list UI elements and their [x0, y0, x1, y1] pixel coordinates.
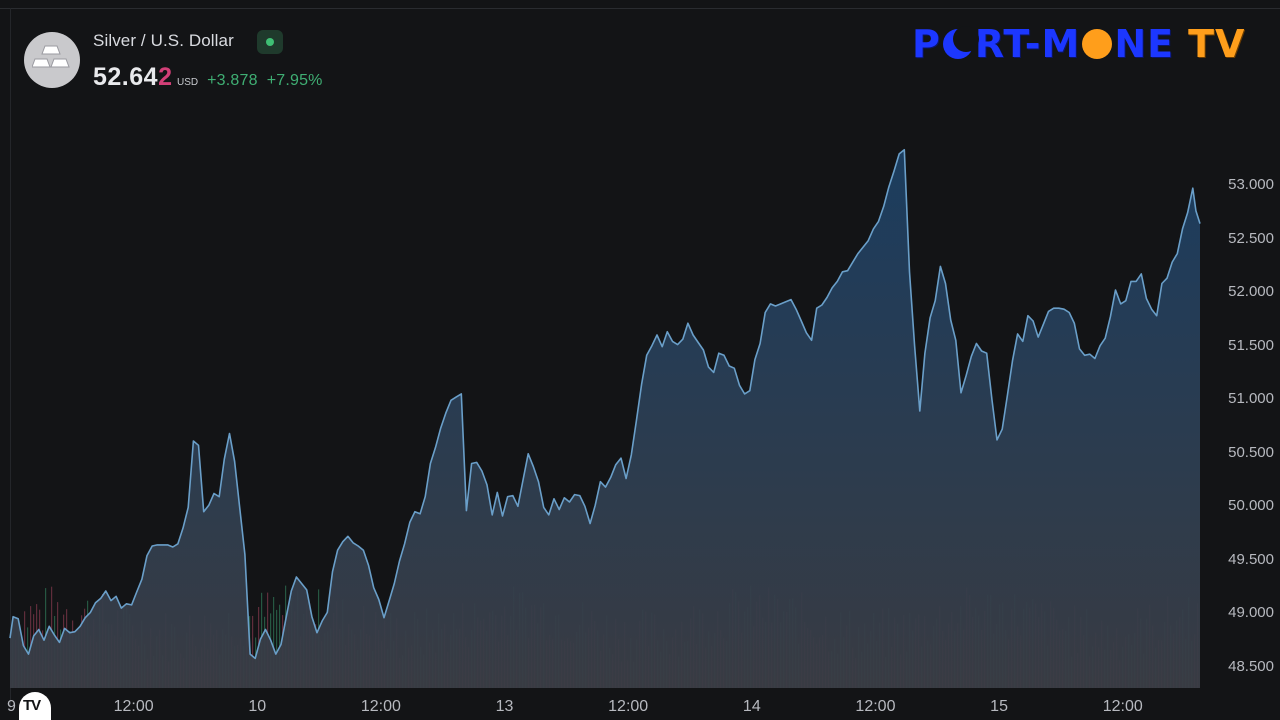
market-status-indicator[interactable]: [257, 30, 283, 54]
volume-bar: [273, 597, 275, 688]
price-change: +3.878: [207, 72, 258, 89]
y-tick-label: 49.500: [1228, 550, 1274, 568]
tradingview-logo-icon[interactable]: TV: [19, 692, 51, 720]
y-tick-label: 51.000: [1228, 390, 1274, 408]
y-tick-label: 48.500: [1228, 658, 1274, 675]
volume-bar: [252, 615, 254, 688]
x-tick-label: 12:00: [113, 698, 154, 715]
y-tick-label: 53.000: [1228, 176, 1274, 193]
silver-bars-icon[interactable]: [24, 32, 80, 88]
brand-text-p: P: [912, 22, 941, 66]
last-price: 52.64: [93, 63, 159, 91]
brand-text-tv: TV: [1188, 22, 1246, 66]
last-price-digit: 2: [158, 63, 172, 91]
x-tick-label: 13: [495, 698, 514, 715]
x-tick-label: 12:00: [608, 698, 649, 715]
x-tick-label: 9: [7, 698, 16, 715]
price-line: [9, 148, 1201, 660]
x-tick-label: 12:00: [855, 698, 896, 715]
market-open-dot-icon: [266, 38, 274, 46]
x-tick-label: 12:00: [1102, 698, 1143, 715]
price-change-percent: +7.95%: [266, 72, 323, 89]
y-tick-label: 49.000: [1228, 604, 1274, 622]
brand-logo: P RT-M NE TV: [912, 22, 1245, 66]
brand-text-rtm: RT-M: [974, 22, 1081, 66]
currency-unit: USD: [176, 77, 199, 88]
top-border: [0, 8, 1280, 9]
volume-bar: [276, 609, 278, 688]
y-tick-label: 50.000: [1228, 497, 1274, 515]
y-tick-label: 50.500: [1228, 443, 1274, 461]
left-border: [10, 8, 11, 708]
y-tick-label: 52.000: [1228, 283, 1274, 301]
moon-icon: [942, 26, 979, 59]
x-tick-label: 14: [742, 698, 761, 715]
brand-text-ne: NE: [1114, 22, 1175, 66]
tradingview-badge-text: TV: [23, 697, 41, 714]
sun-icon: [1082, 29, 1113, 59]
price-row: 52.64 2 USD +3.878 +7.95%: [93, 63, 323, 92]
x-tick-label: 12:00: [360, 698, 401, 715]
y-tick-label: 52.500: [1228, 229, 1274, 247]
symbol-name[interactable]: Silver / U.S. Dollar: [93, 31, 234, 50]
x-tick-label: 10: [248, 698, 267, 715]
price-area-fill: [10, 149, 1200, 688]
y-tick-label: 51.500: [1228, 336, 1274, 354]
x-tick-label: 15: [990, 698, 1008, 715]
